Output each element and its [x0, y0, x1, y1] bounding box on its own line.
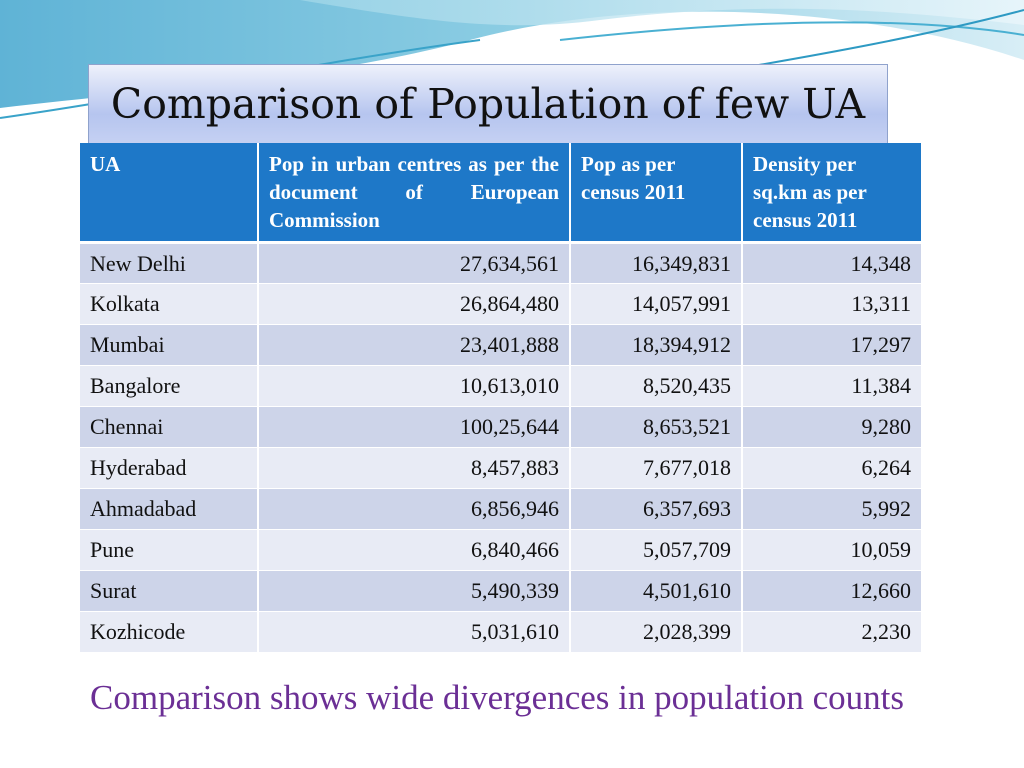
header-ua: UA — [80, 143, 259, 244]
cell-density: 14,348 — [742, 242, 923, 284]
cell-ua: Bangalore — [80, 365, 259, 407]
cell-pop-ec: 100,25,644 — [258, 406, 571, 448]
slide-caption: Comparison shows wide divergences in pop… — [90, 678, 904, 717]
cell-pop-census: 16,349,831 — [570, 242, 743, 284]
cell-pop-ec: 5,031,610 — [258, 611, 571, 653]
table-row: Hyderabad 8,457,883 7,677,018 6,264 — [80, 447, 923, 489]
cell-pop-ec: 10,613,010 — [258, 365, 571, 407]
cell-density: 6,264 — [742, 447, 923, 489]
cell-ua: Hyderabad — [80, 447, 259, 489]
cell-density: 5,992 — [742, 488, 923, 530]
table-header-row: UA Pop in urban centres as per the docum… — [80, 143, 923, 244]
cell-pop-ec: 5,490,339 — [258, 570, 571, 612]
cell-pop-census: 18,394,912 — [570, 324, 743, 366]
cell-density: 11,384 — [742, 365, 923, 407]
cell-pop-ec: 23,401,888 — [258, 324, 571, 366]
cell-pop-census: 14,057,991 — [570, 283, 743, 325]
cell-ua: Chennai — [80, 406, 259, 448]
cell-ua: Mumbai — [80, 324, 259, 366]
cell-density: 9,280 — [742, 406, 923, 448]
cell-pop-census: 5,057,709 — [570, 529, 743, 571]
cell-density: 17,297 — [742, 324, 923, 366]
slide-title: Comparison of Population of few UA — [110, 80, 866, 128]
table-row: Mumbai 23,401,888 18,394,912 17,297 — [80, 324, 923, 366]
cell-pop-census: 6,357,693 — [570, 488, 743, 530]
table-row: Kozhicode 5,031,610 2,028,399 2,230 — [80, 611, 923, 653]
cell-pop-ec: 6,840,466 — [258, 529, 571, 571]
cell-pop-ec: 27,634,561 — [258, 242, 571, 284]
cell-density: 10,059 — [742, 529, 923, 571]
table-row: Surat 5,490,339 4,501,610 12,660 — [80, 570, 923, 612]
cell-density: 12,660 — [742, 570, 923, 612]
cell-ua: Surat — [80, 570, 259, 612]
cell-ua: Kolkata — [80, 283, 259, 325]
table-row: Pune 6,840,466 5,057,709 10,059 — [80, 529, 923, 571]
header-pop-census: Pop as per census 2011 — [570, 143, 743, 244]
cell-density: 13,311 — [742, 283, 923, 325]
table-row: Chennai 100,25,644 8,653,521 9,280 — [80, 406, 923, 448]
table-row: New Delhi 27,634,561 16,349,831 14,348 — [80, 242, 923, 284]
table-row: Kolkata 26,864,480 14,057,991 13,311 — [80, 283, 923, 325]
cell-pop-census: 2,028,399 — [570, 611, 743, 653]
cell-ua: Ahmadabad — [80, 488, 259, 530]
cell-ua: Kozhicode — [80, 611, 259, 653]
cell-pop-ec: 6,856,946 — [258, 488, 571, 530]
cell-pop-ec: 26,864,480 — [258, 283, 571, 325]
cell-ua: Pune — [80, 529, 259, 571]
table-row: Ahmadabad 6,856,946 6,357,693 5,992 — [80, 488, 923, 530]
cell-pop-census: 8,520,435 — [570, 365, 743, 407]
header-pop-ec: Pop in urban centres as per the document… — [258, 143, 571, 244]
cell-pop-census: 7,677,018 — [570, 447, 743, 489]
cell-ua: New Delhi — [80, 242, 259, 284]
cell-density: 2,230 — [742, 611, 923, 653]
cell-pop-census: 4,501,610 — [570, 570, 743, 612]
population-table: UA Pop in urban centres as per the docum… — [80, 143, 923, 653]
cell-pop-ec: 8,457,883 — [258, 447, 571, 489]
cell-pop-census: 8,653,521 — [570, 406, 743, 448]
title-box: Comparison of Population of few UA — [88, 64, 888, 148]
header-density: Density per sq.km as per census 2011 — [742, 143, 923, 244]
table-row: Bangalore 10,613,010 8,520,435 11,384 — [80, 365, 923, 407]
